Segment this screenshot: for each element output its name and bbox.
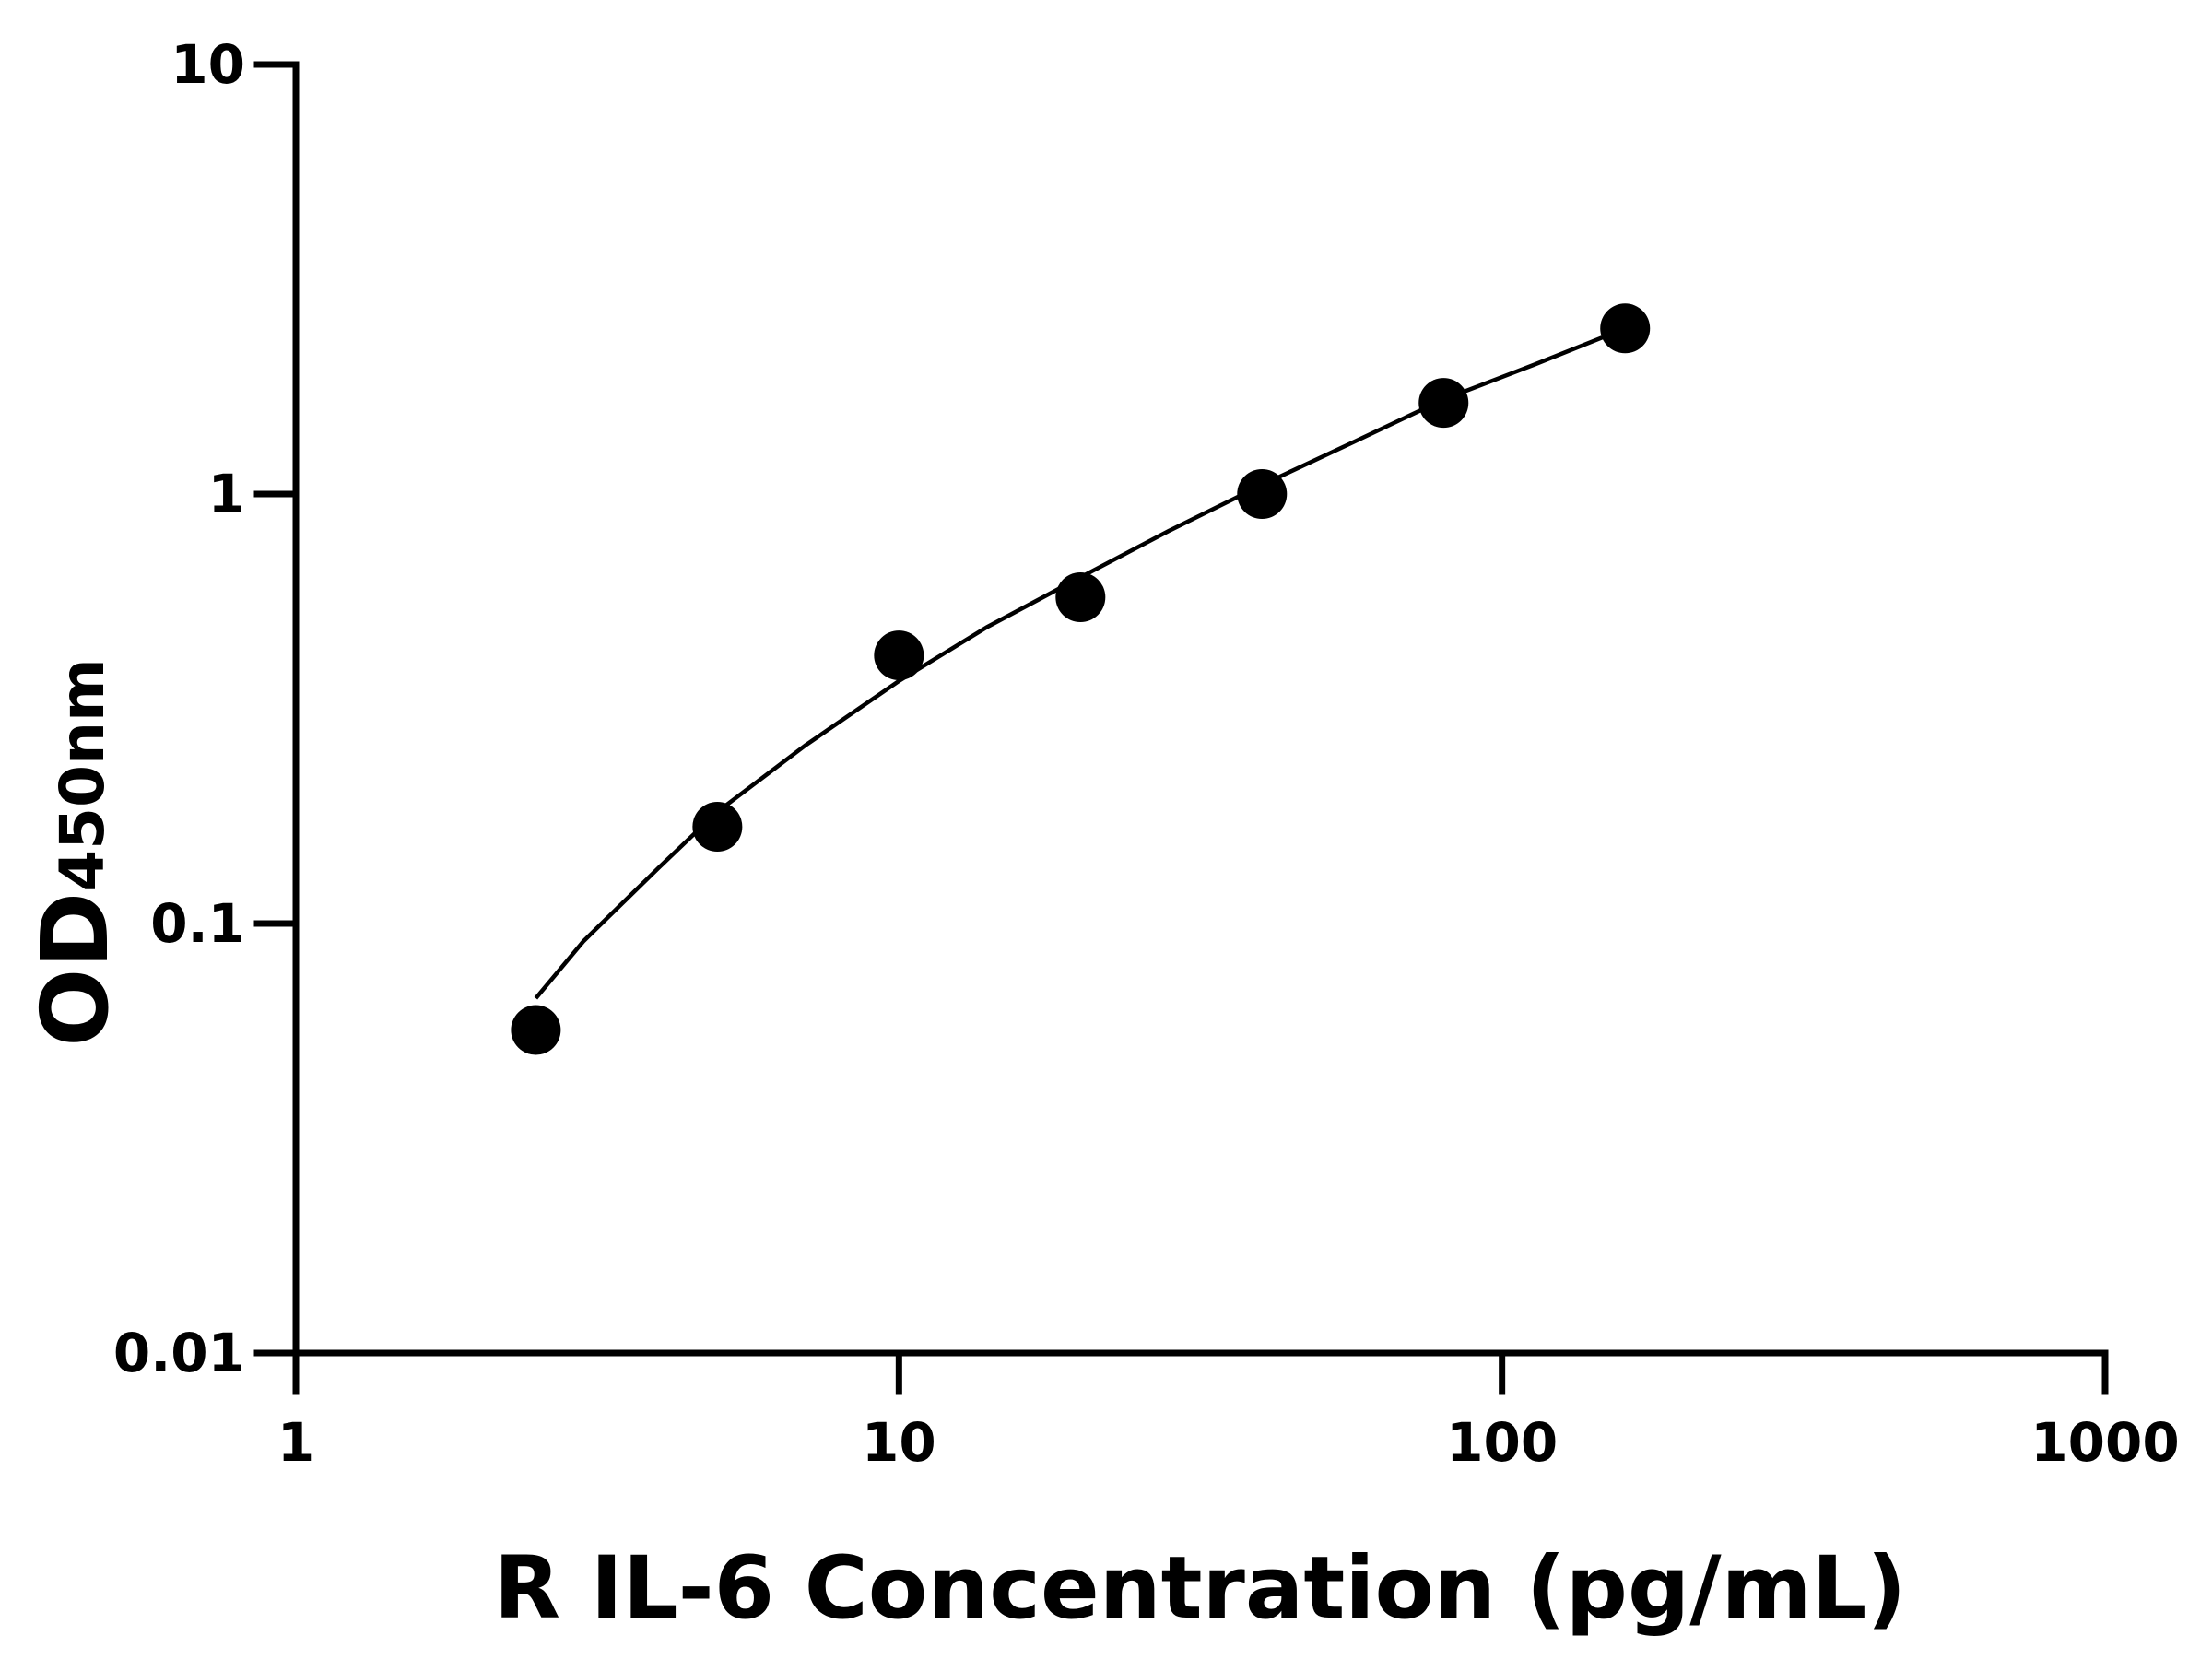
y-tick-label: 1 [208,463,245,525]
data-point [1237,469,1288,519]
y-tick-label: 0.01 [113,1322,245,1384]
x-tick-label: 10 [862,1411,936,1474]
data-point [1418,378,1469,429]
x-tick-label: 100 [1446,1411,1558,1474]
y-tick-label: 10 [171,33,245,96]
fit-curve [534,326,1627,1000]
data-point [874,630,924,681]
y-axis-title-sub: 450nm [47,658,118,892]
data-point [511,1005,561,1055]
y-tick-label: 0.1 [150,892,245,955]
data-point [1600,303,1651,354]
x-tick-label: 1000 [2030,1411,2179,1474]
data-point [1055,571,1106,622]
data-point [692,802,743,853]
y-axis-title: OD450nm [21,658,129,1047]
x-axis-title: R IL-6 Concentration (pg/mL) [494,1538,1907,1639]
y-axis-title-main: OD [21,892,129,1047]
x-tick-label: 1 [277,1411,314,1474]
